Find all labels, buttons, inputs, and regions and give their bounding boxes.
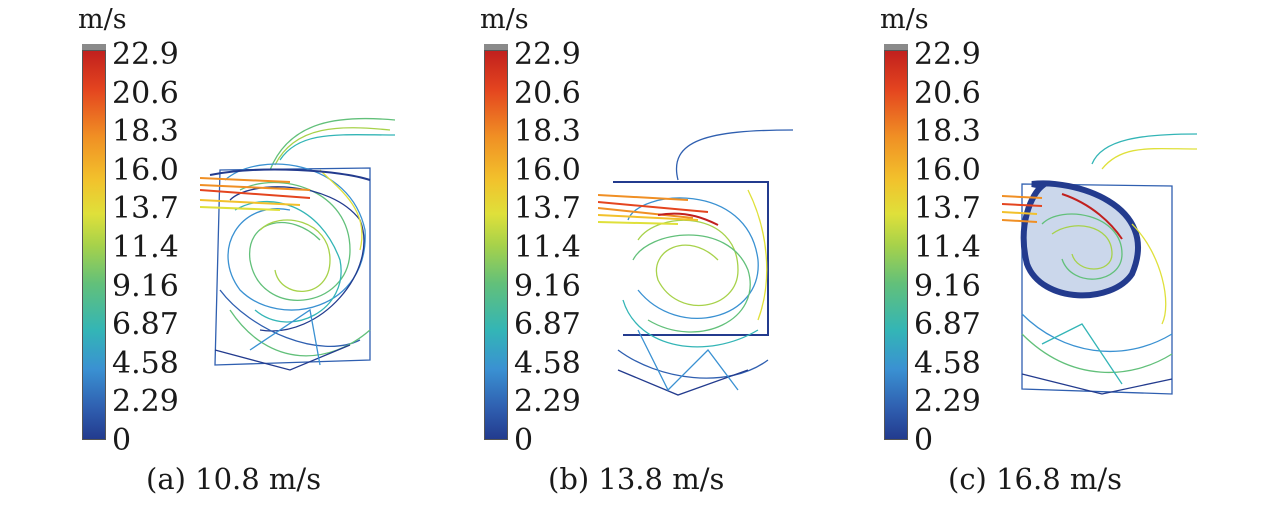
colorbar — [884, 50, 908, 440]
colorbar-tick-label: 0 — [914, 423, 934, 458]
colorbar-tick-label: 11.4 — [914, 230, 981, 265]
colorbar-tick-label: 4.58 — [514, 345, 581, 381]
colorbar-tick-label: 22.9 — [514, 37, 581, 72]
colorbar-tick-label: 20.6 — [112, 75, 179, 111]
colorbar-tick-label: 11.4 — [514, 230, 581, 265]
colorbar-tick-label: 13.7 — [514, 191, 581, 227]
colorbar-tick-label: 18.3 — [914, 114, 981, 150]
colorbar-cap — [82, 44, 106, 50]
colorbar-unit: m/s — [480, 4, 529, 35]
colorbar-unit: m/s — [880, 4, 929, 35]
colorbar-tick-label: 13.7 — [914, 191, 981, 227]
colorbar-tick-label: 6.87 — [514, 307, 581, 343]
colorbar-tick-label: 4.58 — [914, 345, 981, 381]
colorbar — [82, 50, 106, 440]
caption-c: (c) 16.8 m/s — [948, 462, 1123, 496]
caption-a: (a) 10.8 m/s — [146, 462, 322, 496]
colorbar-tick-label: 20.6 — [514, 75, 581, 111]
colorbar-tick-label: 16.0 — [914, 152, 981, 188]
colorbar-tick-label: 6.87 — [914, 307, 981, 343]
colorbar-tick-label: 22.9 — [914, 37, 981, 72]
colorbar-tick-label: 18.3 — [514, 114, 581, 150]
colorbar-tick-label: 20.6 — [914, 75, 981, 111]
colorbar-unit: m/s — [78, 4, 127, 35]
panel-a: m/s 22.9 20.6 18.3 16.0 13.7 11.4 9.16 6.87 4.58… — [0, 0, 420, 507]
streamline-plot — [200, 117, 396, 371]
colorbar — [484, 50, 508, 440]
colorbar-tick-label: 16.0 — [112, 152, 179, 188]
colorbar-tick-label: 4.58 — [112, 345, 179, 381]
streamline-plot — [598, 129, 794, 396]
colorbar-cap — [884, 44, 908, 50]
colorbar-tick-label: 6.87 — [112, 307, 179, 343]
colorbar-tick-label: 22.9 — [112, 37, 179, 72]
colorbar-tick-label: 9.16 — [914, 268, 981, 304]
colorbar-tick-label: 0 — [514, 423, 534, 458]
colorbar-cap — [484, 44, 508, 50]
colorbar-tick-label: 11.4 — [112, 230, 179, 265]
colorbar-tick-label: 9.16 — [112, 268, 179, 304]
streamline-plot — [1002, 133, 1198, 395]
panel-c: m/s 22.9 20.6 18.3 16.0 13.7 11.4 9.16 6.87 4.58… — [802, 0, 1222, 507]
colorbar-tick-label: 2.29 — [914, 384, 981, 420]
colorbar-tick-label: 2.29 — [514, 384, 581, 420]
colorbar-tick-label: 0 — [112, 423, 132, 458]
colorbar-tick-label: 9.16 — [514, 268, 581, 304]
panel-b: m/s 22.9 20.6 18.3 16.0 13.7 11.4 9.16 6.87 4.58… — [402, 0, 822, 507]
colorbar-tick-label: 13.7 — [112, 191, 179, 227]
colorbar-tick-label: 16.0 — [514, 152, 581, 188]
caption-b: (b) 13.8 m/s — [548, 462, 725, 496]
colorbar-tick-label: 2.29 — [112, 384, 179, 420]
colorbar-tick-label: 18.3 — [112, 114, 179, 150]
